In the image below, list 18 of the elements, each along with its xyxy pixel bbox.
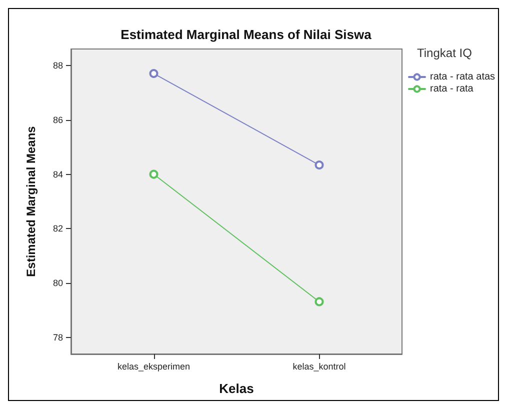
legend-title: Tingkat IQ — [417, 46, 472, 60]
x-axis-title: Kelas — [219, 381, 254, 396]
y-tick-label: 84 — [52, 169, 63, 180]
y-tick-label: 82 — [52, 224, 63, 234]
legend-label: rata - rata atas — [430, 72, 496, 82]
y-tick-label: 88 — [52, 60, 63, 70]
x-tick-label: kelas_kontrol — [292, 362, 346, 372]
legend-label: rata - rata — [430, 84, 474, 94]
y-axis-title: Estimated Marginal Means — [24, 126, 38, 277]
point — [149, 170, 158, 179]
chart-title: Estimated Marginal Means of Nilai Siswa — [120, 27, 372, 42]
y-tick-label: 86 — [52, 114, 63, 125]
x-tick-label: kelas_eksperimen — [117, 362, 190, 372]
y-tick-label: 78 — [52, 332, 63, 343]
point — [149, 69, 158, 78]
point — [314, 160, 324, 170]
y-tick-label: 80 — [52, 278, 63, 288]
point — [314, 297, 324, 306]
